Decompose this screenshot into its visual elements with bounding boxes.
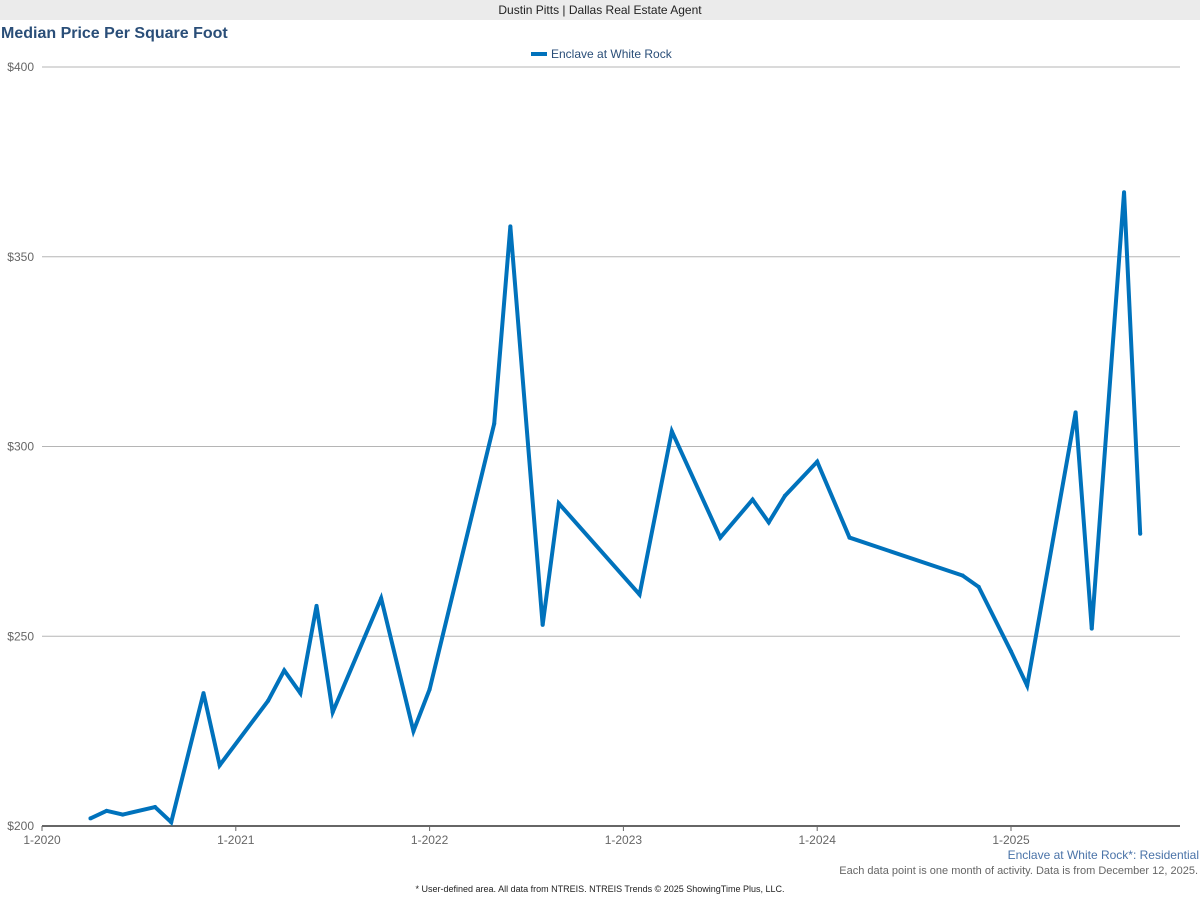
x-tick-label: 1-2025	[992, 833, 1030, 847]
data-point	[314, 603, 319, 608]
data-point	[976, 584, 981, 589]
data-point	[718, 535, 723, 540]
data-point	[411, 729, 416, 734]
y-tick-label: $400	[7, 60, 34, 74]
data-point	[201, 691, 206, 696]
data-point	[847, 535, 852, 540]
data-point	[508, 224, 513, 229]
chart-title: Median Price Per Square Foot	[1, 25, 228, 42]
data-point	[266, 698, 271, 703]
x-tick-label: 1-2021	[217, 833, 255, 847]
data-point	[88, 816, 93, 821]
legend-label: Enclave at White Rock	[551, 47, 673, 61]
x-tick-label: 1-2023	[605, 833, 643, 847]
data-point	[766, 520, 771, 525]
data-point	[782, 493, 787, 498]
y-tick-label: $200	[7, 819, 34, 833]
x-tick-label: 1-2022	[411, 833, 449, 847]
series-line	[89, 192, 1143, 826]
header-bar: Dustin Pitts | Dallas Real Estate Agent	[0, 0, 1200, 20]
data-point	[120, 812, 125, 817]
data-point	[960, 573, 965, 578]
data-point	[540, 622, 545, 627]
data-point	[1138, 531, 1143, 536]
data-point	[427, 687, 432, 692]
credit-line: * User-defined area. All data from NTREI…	[415, 884, 785, 894]
data-point	[750, 497, 755, 502]
data-point	[1073, 410, 1078, 415]
data-point	[153, 805, 158, 810]
data-point	[669, 429, 674, 434]
data-point	[379, 596, 384, 601]
data-point	[217, 763, 222, 768]
x-tick-label: 1-2024	[799, 833, 837, 847]
area-label: Enclave at White Rock*: Residential	[1007, 848, 1199, 862]
data-point	[1122, 190, 1127, 195]
data-point	[1025, 683, 1030, 688]
data-point	[1089, 626, 1094, 631]
data-point	[169, 820, 174, 825]
data-point	[492, 421, 497, 426]
data-point	[330, 710, 335, 715]
data-point	[298, 691, 303, 696]
x-tick-label: 1-2020	[23, 833, 61, 847]
y-tick-label: $350	[7, 250, 34, 264]
data-point	[1009, 649, 1013, 654]
y-tick-label: $250	[7, 629, 34, 643]
data-point	[104, 808, 109, 813]
data-point	[815, 459, 820, 464]
data-point	[282, 668, 287, 673]
data-note: Each data point is one month of activity…	[839, 865, 1198, 877]
legend: Enclave at White Rock	[531, 47, 673, 61]
data-point	[637, 592, 642, 597]
data-point	[556, 501, 561, 506]
y-tick-label: $300	[7, 440, 34, 454]
